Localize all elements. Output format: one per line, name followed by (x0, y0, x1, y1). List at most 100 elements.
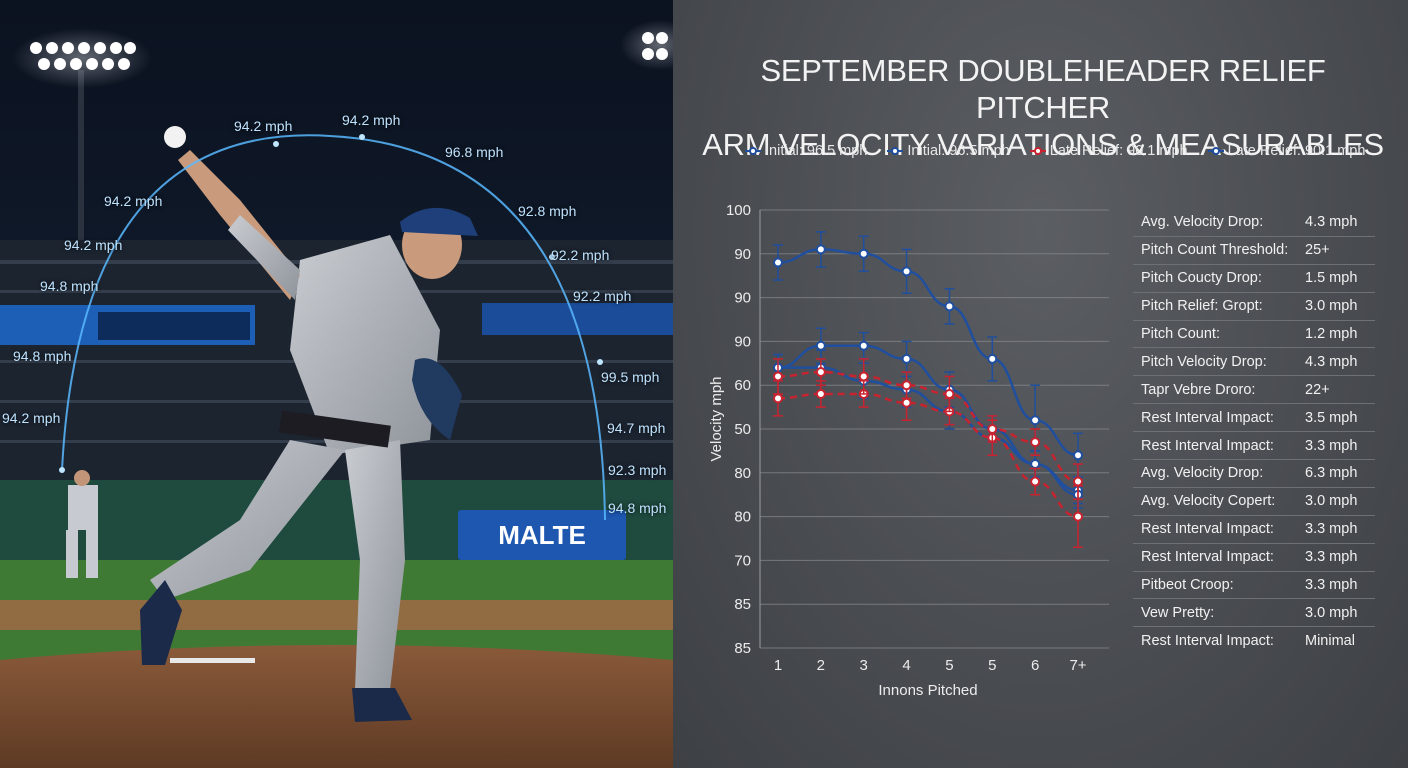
stats-table: Avg. Velocity Drop: 4.3 mph Pitch Count Th… (1133, 209, 1375, 655)
x-tick-label: 3 (860, 657, 868, 674)
stat-row: Rest Interval Impact: 3.3 mph (1133, 544, 1375, 572)
stat-value: 3.3 mph (1305, 577, 1358, 594)
arc-label: 94.8 mph (13, 348, 72, 364)
data-point (901, 380, 912, 391)
stat-row: Pitch Relief: Gropt: 3.0 mph (1133, 293, 1375, 321)
stat-value: 22+ (1305, 381, 1330, 398)
data-point (901, 266, 912, 277)
data-point (815, 340, 826, 351)
arc-label: 92.2 mph (573, 288, 632, 304)
baseball (164, 126, 186, 148)
data-point (987, 424, 998, 434)
arc-label: 94.8 mph (40, 278, 99, 294)
data-point (1030, 415, 1041, 426)
data-point (815, 244, 826, 255)
stat-row: Rest Interval Impact: Minimal (1133, 627, 1375, 655)
y-tick-label: 80 (734, 509, 751, 526)
pitcher-photo: MALTE 9 (0, 0, 673, 768)
stat-row: Rest Interval Impact: 3.3 mph (1133, 516, 1375, 544)
stat-row: Vew Pretty: 3.0 mph (1133, 599, 1375, 628)
stat-label: Pitch Coucty Drop: (1141, 270, 1262, 287)
line-chart: 100 90 90 90 60 50 80 80 70 85 85 1 2 3 4 5 5 6 7+ Innons P… (708, 202, 1109, 699)
y-axis-title: Velocity mph (708, 376, 725, 461)
legend-label: Initial: 96.5 mph (765, 143, 868, 159)
y-tick-label: 50 (734, 421, 751, 438)
background-fielder (66, 470, 98, 578)
data-point (1030, 437, 1041, 448)
data-point (1030, 459, 1041, 470)
stat-row: Pitch Count: 1.2 mph (1133, 321, 1375, 349)
arc-label: 94.7 mph (607, 420, 666, 436)
stat-value: 3.5 mph (1305, 409, 1358, 426)
x-tick-label: 5 (945, 657, 953, 674)
x-tick-label: 7+ (1069, 657, 1086, 674)
y-tick-label: 80 (734, 465, 751, 482)
stat-value: 6.3 mph (1305, 465, 1358, 482)
stat-label: Avg. Velocity Drop: (1141, 214, 1264, 231)
stat-label: Rest Interval Impact: (1141, 549, 1274, 566)
chart-title-line-2: Arm Velocity Variations & Measurables (702, 127, 1384, 162)
data-point (858, 340, 869, 351)
arc-label: 94.8 mph (608, 500, 667, 516)
stat-value: 3.3 mph (1305, 521, 1358, 538)
stat-value: 3.0 mph (1305, 298, 1358, 315)
data-point (815, 388, 826, 399)
stat-label: Rest Interval Impact: (1141, 521, 1274, 538)
arc-label: 92.2 mph (551, 247, 610, 263)
legend-item: Late Relief: 90.1 mph (1207, 143, 1366, 159)
stat-label: Pitbeot Croop: (1141, 577, 1234, 594)
data-point (901, 397, 912, 408)
x-tick-label: 4 (902, 657, 910, 674)
stadium-light-right (620, 20, 673, 70)
stat-value: 1.2 mph (1305, 326, 1358, 342)
arc-label: 92.8 mph (518, 203, 577, 219)
stat-label: Pitch Velocity Drop: (1141, 353, 1267, 370)
stat-label: Rest Interval Impact: (1141, 437, 1274, 454)
arc-label: 94.2 mph (104, 193, 163, 209)
legend-item: Initial: 96.5 mph (887, 143, 1010, 159)
stat-value: 4.3 mph (1305, 214, 1358, 231)
arc-label: 99.5 mph (601, 369, 660, 385)
arc-label: 96.8 mph (445, 144, 504, 160)
y-tick-label: 90 (734, 246, 751, 263)
data-point (1073, 476, 1083, 487)
legend-swatch (887, 146, 904, 156)
malte-banner (458, 510, 626, 560)
chart-title: September Doubleheader Relief Pitcher Ar… (693, 52, 1393, 163)
chart-legend: Initial: 96.5 mph Initial: 96.5 mph Late R… (745, 143, 1365, 159)
stadium-light-left (12, 28, 152, 260)
arc-markers (59, 134, 603, 473)
chart-title-line-1: September Doubleheader Relief Pitcher (760, 53, 1326, 125)
arc-label: 94.2 mph (2, 410, 61, 426)
velocity-arc (61, 134, 606, 521)
y-tick-label: 85 (734, 596, 751, 613)
legend-label: Initial: 96.5 mph (907, 143, 1010, 159)
stat-value: 1.5 mph (1305, 270, 1358, 287)
y-tick-label: 85 (734, 640, 751, 657)
stat-value: Minimal (1305, 633, 1355, 650)
stadium-scene: MALTE (0, 20, 673, 768)
stat-row: Rest Interval Impact: 3.3 mph (1133, 432, 1375, 461)
stat-row: Pitch Coucty Drop: 1.5 mph (1133, 265, 1375, 293)
data-point (987, 353, 998, 364)
stat-row: Pitch Count Threshold: 25+ (1133, 237, 1375, 265)
stat-label: Avg. Velocity Drop: (1141, 465, 1264, 482)
banner-text: MALTE (498, 520, 586, 550)
y-tick-label: 70 (734, 552, 751, 569)
data-point (773, 257, 783, 268)
data-point (1030, 476, 1041, 487)
glove (412, 358, 462, 440)
stat-value: 3.3 mph (1305, 549, 1358, 566)
legend-label: Late Relief: 90.1 mph (1227, 143, 1366, 159)
stat-row: Avg. Velocity Drop: 4.3 mph (1133, 209, 1375, 237)
legend-item: Initial: 96.5 mph (745, 143, 867, 159)
data-point (1073, 450, 1083, 461)
y-tick-label: 100 (726, 202, 751, 219)
data-point (858, 371, 869, 382)
data-point (815, 367, 826, 378)
y-tick-label: 60 (734, 377, 751, 394)
stat-label: Vew Pretty: (1141, 604, 1215, 621)
x-tick-label: 2 (817, 657, 825, 674)
stat-label: Pitch Relief: Gropt: (1141, 298, 1263, 315)
stat-label: Pitch Count: (1141, 326, 1220, 342)
